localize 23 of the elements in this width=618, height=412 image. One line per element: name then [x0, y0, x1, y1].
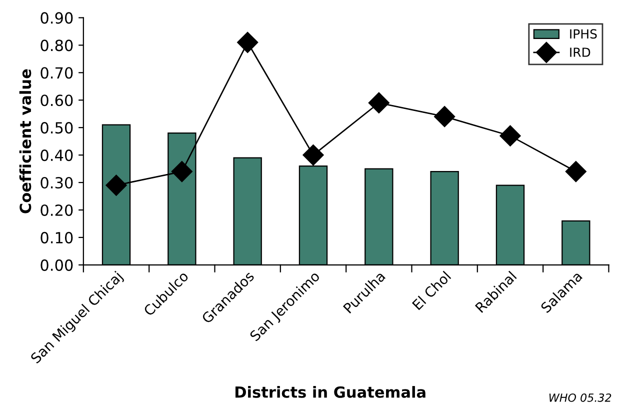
- text: WHO 05.32: [549, 393, 612, 402]
- legend-label: IRD: [570, 48, 590, 57]
- y-tick-label: 0.20: [40, 204, 73, 216]
- point: [171, 161, 192, 182]
- y-tick-label: 0.10: [40, 232, 73, 244]
- point: [302, 144, 324, 166]
- y-tick-label: 0.90: [40, 12, 73, 24]
- y-tick-label: 0.50: [40, 122, 73, 134]
- point: [106, 174, 127, 196]
- legend-label: IPHS: [570, 29, 597, 39]
- point: [237, 32, 258, 53]
- y-tick-label: 0.60: [40, 94, 73, 106]
- point: [500, 125, 521, 146]
- y-tick-label: 0.30: [40, 176, 73, 189]
- point: [565, 161, 586, 182]
- y-tick-label: 0.70: [40, 67, 73, 79]
- y-tick-label: 0.80: [40, 40, 73, 52]
- point: [368, 92, 390, 114]
- y-axis-title: Coefficient value: [19, 69, 32, 214]
- y-tick-label: 0.00: [40, 259, 73, 271]
- x-axis-title: Districts in Guatemala: [235, 386, 426, 398]
- point: [434, 106, 456, 128]
- y-tick-label: 0.40: [40, 150, 73, 162]
